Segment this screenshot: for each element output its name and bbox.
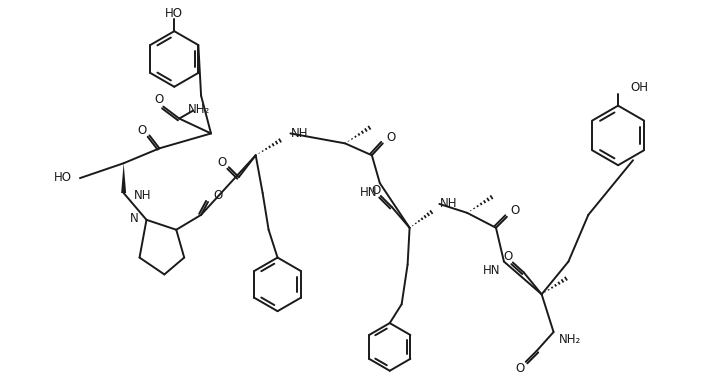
Text: HN: HN xyxy=(360,185,378,199)
Text: O: O xyxy=(217,156,227,169)
Text: O: O xyxy=(213,190,222,203)
Text: OH: OH xyxy=(630,81,648,94)
Text: HN: HN xyxy=(482,264,500,277)
Text: N: N xyxy=(130,212,138,225)
Polygon shape xyxy=(121,163,126,193)
Text: NH₂: NH₂ xyxy=(188,103,210,116)
Text: HO: HO xyxy=(54,170,72,184)
Text: O: O xyxy=(137,124,146,137)
Text: O: O xyxy=(511,204,520,217)
Text: NH: NH xyxy=(133,190,151,203)
Text: O: O xyxy=(155,93,164,106)
Text: O: O xyxy=(515,362,525,375)
Text: HO: HO xyxy=(165,7,184,20)
Text: O: O xyxy=(387,131,396,144)
Text: NH₂: NH₂ xyxy=(558,334,581,346)
Text: NH: NH xyxy=(290,127,308,140)
Text: O: O xyxy=(371,183,381,197)
Text: O: O xyxy=(503,250,513,263)
Text: NH: NH xyxy=(439,197,457,210)
